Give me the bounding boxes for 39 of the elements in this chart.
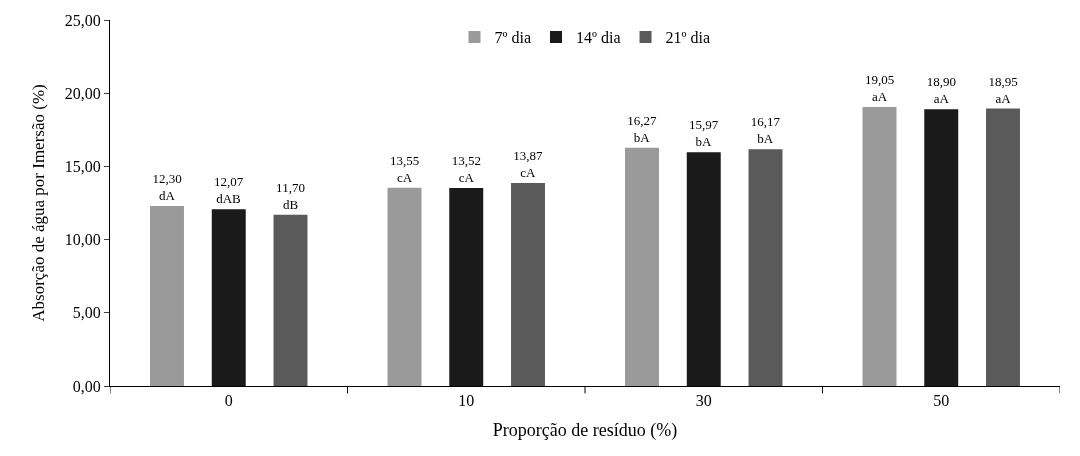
data-label: 12,30 dA xyxy=(152,171,182,203)
data-label: 16,17 bA xyxy=(750,114,781,147)
y-tick-label: 20,00 xyxy=(64,84,101,102)
bar xyxy=(387,187,422,386)
bar xyxy=(924,109,959,386)
y-axis-title: Absorção de água por Imersão (%) xyxy=(29,84,49,322)
x-tick-label: 0 xyxy=(224,392,233,410)
y-tick-label: 25,00 xyxy=(64,11,101,29)
x-tick-label: 30 xyxy=(695,392,712,410)
data-label: 13,55 cA xyxy=(389,152,420,185)
data-label: 18,90 aA xyxy=(926,74,956,107)
data-label: 12,07 dAB xyxy=(213,174,244,207)
bar xyxy=(449,188,484,386)
legend-label: 14º dia xyxy=(576,29,621,47)
bar xyxy=(862,107,897,386)
data-label: 13,87 cA xyxy=(513,148,543,180)
data-label: 11,70 dB xyxy=(276,179,305,212)
x-axis-title: Proporção de resíduo (%) xyxy=(492,420,678,442)
data-label: 16,27 bA xyxy=(627,112,657,145)
bar xyxy=(625,147,659,386)
data-label: 19,05 aA xyxy=(864,72,895,105)
bar xyxy=(986,108,1020,386)
bar xyxy=(748,149,783,386)
bar xyxy=(150,205,184,386)
bar xyxy=(211,209,246,386)
bar xyxy=(686,152,721,386)
x-tick-label: 50 xyxy=(933,392,950,410)
y-tick-label: 0,00 xyxy=(72,377,101,395)
data-label: 18,95 aA xyxy=(988,73,1018,106)
legend-label: 7º dia xyxy=(494,29,532,47)
bar xyxy=(511,182,545,386)
data-label: 13,52 cA xyxy=(451,153,481,186)
x-tick-label: 10 xyxy=(458,392,475,410)
bar xyxy=(273,214,308,386)
y-tick-label: 5,00 xyxy=(72,304,101,322)
data-label: 15,97 bA xyxy=(688,117,719,150)
y-tick-label: 10,00 xyxy=(64,231,101,249)
legend-label: 21º dia xyxy=(665,29,711,47)
y-tick-label: 15,00 xyxy=(64,158,101,175)
